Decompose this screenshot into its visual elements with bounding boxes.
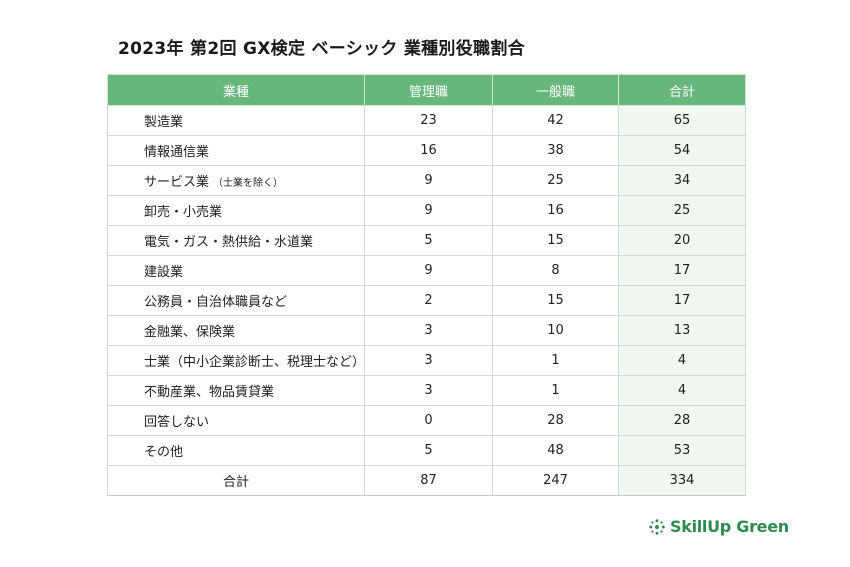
industry-label: 情報通信業 (144, 145, 210, 160)
table-row: 不動産業、物品賃貸業 3 1 4 (107, 375, 746, 406)
summary-label: 合計 (107, 465, 365, 496)
table-row: 士業（中小企業診断士、税理士など） 3 1 4 (107, 345, 746, 376)
industry-label: 建設業 (144, 265, 184, 280)
general-cell: 1 (492, 375, 619, 406)
total-cell: 54 (618, 135, 746, 166)
manager-cell: 9 (364, 255, 493, 286)
industry-label: 公務員・自治体職員など (144, 295, 288, 310)
general-cell: 48 (492, 435, 619, 466)
general-cell: 15 (492, 285, 619, 316)
total-cell: 17 (618, 285, 746, 316)
summary-general: 247 (492, 465, 619, 496)
summary-manager: 87 (364, 465, 493, 496)
industry-label: 電気・ガス・熱供給・水道業 (144, 235, 314, 250)
total-cell: 20 (618, 225, 746, 256)
table-row: サービス業 （士業を除く） 9 25 34 (107, 165, 746, 196)
header-total: 合計 (618, 74, 746, 106)
total-cell: 4 (618, 375, 746, 406)
industry-cell: 公務員・自治体職員など (107, 285, 365, 316)
summary-row: 合計 87 247 334 (107, 465, 746, 496)
industry-cell: 士業（中小企業診断士、税理士など） (107, 345, 366, 376)
general-cell: 28 (492, 405, 619, 436)
page-title: 2023年 第2回 GX検定 ベーシック 業種別役職割合 (118, 39, 525, 59)
industry-note: （士業を除く） (213, 178, 284, 189)
industry-label: 回答しない (144, 415, 210, 430)
manager-cell: 5 (364, 225, 493, 256)
industry-cell: サービス業 （士業を除く） (107, 165, 365, 196)
manager-cell: 2 (364, 285, 493, 316)
logo-text: SkillUp Green (670, 517, 789, 536)
industry-cell: 電気・ガス・熱供給・水道業 (107, 225, 365, 256)
general-cell: 42 (492, 105, 619, 136)
total-cell: 28 (618, 405, 746, 436)
industry-label: 不動産業、物品賃貸業 (144, 385, 275, 400)
industry-label: 卸売・小売業 (144, 205, 223, 220)
total-cell: 34 (618, 165, 746, 196)
general-cell: 38 (492, 135, 619, 166)
header-manager: 管理職 (364, 74, 493, 106)
total-cell: 25 (618, 195, 746, 226)
total-cell: 4 (618, 345, 746, 376)
table-row: 電気・ガス・熱供給・水道業 5 15 20 (107, 225, 746, 256)
header-general: 一般職 (492, 74, 619, 106)
general-cell: 25 (492, 165, 619, 196)
general-cell: 15 (492, 225, 619, 256)
table-row: その他 5 48 53 (107, 435, 746, 466)
manager-cell: 5 (364, 435, 493, 466)
industry-cell: その他 (107, 435, 365, 466)
manager-cell: 3 (364, 375, 493, 406)
table-row: 建設業 9 8 17 (107, 255, 746, 286)
manager-cell: 23 (364, 105, 493, 136)
general-cell: 8 (492, 255, 619, 286)
industry-cell: 卸売・小売業 (107, 195, 365, 226)
manager-cell: 3 (364, 345, 493, 376)
table-row: 回答しない 0 28 28 (107, 405, 746, 436)
industry-label: 金融業、保険業 (144, 325, 236, 340)
table-row: 公務員・自治体職員など 2 15 17 (107, 285, 746, 316)
general-cell: 10 (492, 315, 619, 346)
total-cell: 53 (618, 435, 746, 466)
industry-label: 士業（中小企業診断士、税理士など） (144, 355, 366, 370)
table-header-row: 業種 管理職 一般職 合計 (107, 74, 746, 106)
manager-cell: 3 (364, 315, 493, 346)
summary-total: 334 (618, 465, 746, 496)
industry-label: サービス業 (144, 175, 210, 190)
industry-label: 製造業 (144, 115, 184, 130)
manager-cell: 16 (364, 135, 493, 166)
leaf-burst-icon (649, 518, 665, 535)
industry-cell: 不動産業、物品賃貸業 (107, 375, 365, 406)
industry-cell: 情報通信業 (107, 135, 365, 166)
table-row: 卸売・小売業 9 16 25 (107, 195, 746, 226)
total-cell: 17 (618, 255, 746, 286)
industry-cell: 回答しない (107, 405, 365, 436)
industry-label: その他 (144, 445, 184, 460)
total-cell: 65 (618, 105, 746, 136)
table-row: 製造業 23 42 65 (107, 105, 746, 136)
table-row: 情報通信業 16 38 54 (107, 135, 746, 166)
industry-cell: 製造業 (107, 105, 365, 136)
industry-cell: 建設業 (107, 255, 365, 286)
manager-cell: 9 (364, 165, 493, 196)
manager-cell: 9 (364, 195, 493, 226)
brand-logo: SkillUp Green (648, 517, 789, 536)
industry-role-table: 業種 管理職 一般職 合計 製造業 23 42 65 情報通信業 16 38 54 サービス業（… (107, 74, 746, 496)
header-industry: 業種 (107, 74, 365, 106)
total-cell: 13 (618, 315, 746, 346)
general-cell: 16 (492, 195, 619, 226)
manager-cell: 0 (364, 405, 493, 436)
table-row: 金融業、保険業 3 10 13 (107, 315, 746, 346)
industry-cell: 金融業、保険業 (107, 315, 365, 346)
general-cell: 1 (492, 345, 619, 376)
